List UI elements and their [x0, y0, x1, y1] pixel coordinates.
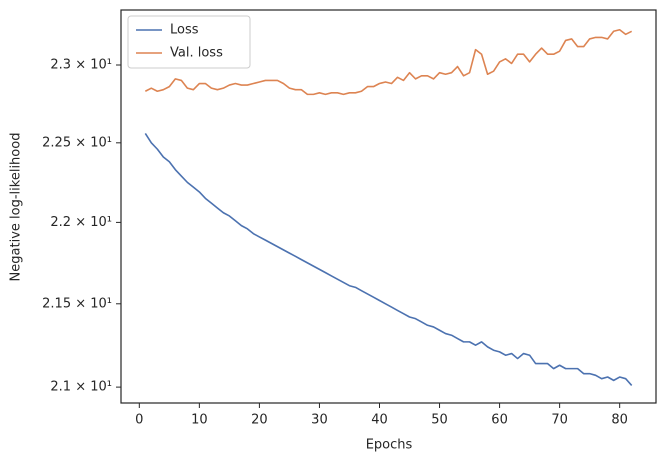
legend-label: Loss: [170, 23, 199, 38]
x-tick-label: 40: [371, 413, 388, 428]
x-tick-label: 30: [311, 413, 328, 428]
x-tick-label: 0: [135, 413, 143, 428]
y-tick-label: 2.2 × 10¹: [50, 215, 112, 230]
y-tick-label: 2.15 × 10¹: [42, 296, 112, 311]
y-tick-label: 2.1 × 10¹: [50, 380, 112, 395]
y-axis-label: Negative log-likelihood: [9, 133, 24, 282]
x-tick-label: 60: [491, 413, 508, 428]
x-tick-label: 20: [251, 413, 268, 428]
plot-frame: [120, 9, 657, 404]
y-tick-label: 2.25 × 10¹: [42, 135, 112, 150]
x-tick-label: 70: [551, 413, 568, 428]
line-series: [144, 132, 633, 386]
y-tick-label: 2.3 × 10¹: [50, 57, 112, 72]
x-tick-label: 80: [611, 413, 628, 428]
x-tick-label: 10: [191, 413, 208, 428]
x-tick-label: 50: [431, 413, 448, 428]
line-series: [144, 28, 633, 96]
legend-label: Val. loss: [170, 46, 223, 61]
x-axis-label: Epochs: [366, 438, 413, 453]
legend-box: [127, 15, 251, 69]
